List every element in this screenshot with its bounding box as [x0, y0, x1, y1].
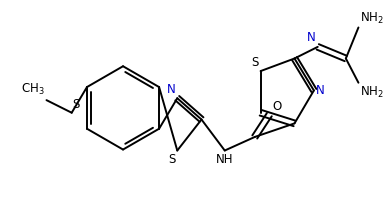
Text: S: S	[251, 56, 259, 69]
Text: O: O	[272, 100, 281, 113]
Text: N: N	[316, 84, 325, 97]
Text: N: N	[307, 31, 316, 44]
Text: S: S	[168, 153, 175, 166]
Text: NH: NH	[216, 153, 234, 166]
Text: CH$_3$: CH$_3$	[21, 82, 44, 97]
Text: S: S	[73, 98, 80, 111]
Text: NH$_2$: NH$_2$	[361, 85, 384, 100]
Text: N: N	[167, 83, 175, 96]
Text: NH$_2$: NH$_2$	[361, 10, 384, 25]
